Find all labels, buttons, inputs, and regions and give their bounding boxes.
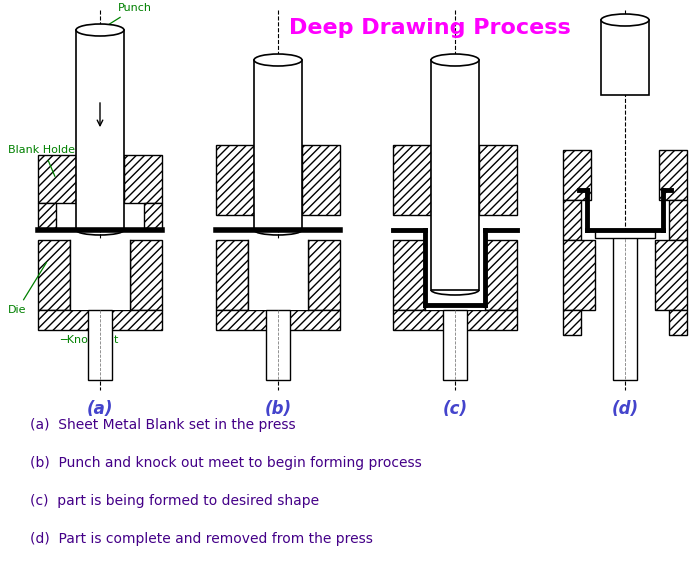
Bar bbox=[443, 310, 467, 380]
Text: (a): (a) bbox=[87, 400, 113, 418]
Bar bbox=[266, 310, 290, 380]
Text: Deep Drawing Process: Deep Drawing Process bbox=[289, 18, 571, 38]
Bar bbox=[38, 203, 56, 230]
Bar bbox=[669, 310, 687, 335]
Bar bbox=[38, 310, 162, 330]
Bar bbox=[393, 145, 431, 215]
Bar bbox=[393, 310, 517, 330]
Ellipse shape bbox=[76, 24, 124, 36]
Text: Punch: Punch bbox=[102, 3, 152, 29]
Bar bbox=[254, 60, 302, 230]
Bar bbox=[655, 240, 687, 310]
Text: ─Knockout: ─Knockout bbox=[60, 331, 118, 345]
Text: (d): (d) bbox=[611, 400, 638, 418]
Bar bbox=[669, 200, 687, 240]
Bar bbox=[393, 240, 425, 310]
Text: (b)  Punch and knock out meet to begin forming process: (b) Punch and knock out meet to begin fo… bbox=[30, 456, 421, 470]
Bar bbox=[88, 310, 112, 380]
Bar bbox=[563, 240, 595, 310]
Bar bbox=[485, 240, 517, 310]
Bar bbox=[563, 200, 581, 240]
Bar bbox=[479, 145, 517, 215]
Text: (a)  Sheet Metal Blank set in the press: (a) Sheet Metal Blank set in the press bbox=[30, 418, 295, 432]
Ellipse shape bbox=[254, 54, 302, 66]
Bar bbox=[601, 20, 649, 95]
Bar bbox=[595, 230, 655, 238]
Bar bbox=[144, 203, 162, 230]
Bar bbox=[308, 240, 340, 310]
Bar bbox=[130, 240, 162, 310]
Text: Die: Die bbox=[8, 262, 46, 315]
Bar bbox=[216, 145, 254, 215]
Text: (c): (c) bbox=[442, 400, 468, 418]
Bar bbox=[38, 155, 76, 203]
Text: (d)  Part is complete and removed from the press: (d) Part is complete and removed from th… bbox=[30, 532, 373, 546]
Ellipse shape bbox=[431, 54, 479, 66]
Bar bbox=[659, 150, 687, 200]
Bar bbox=[563, 150, 591, 200]
Bar bbox=[613, 230, 637, 380]
Text: (b): (b) bbox=[265, 400, 292, 418]
Bar bbox=[425, 240, 485, 310]
Text: (c)  part is being formed to desired shape: (c) part is being formed to desired shap… bbox=[30, 494, 319, 508]
Bar bbox=[70, 240, 130, 310]
Bar bbox=[76, 30, 124, 230]
Bar bbox=[124, 155, 162, 203]
Bar bbox=[38, 240, 70, 310]
Bar bbox=[302, 145, 340, 215]
Bar bbox=[248, 240, 308, 310]
Bar bbox=[563, 310, 581, 335]
Text: Blank Holder: Blank Holder bbox=[8, 145, 80, 176]
Bar bbox=[216, 240, 248, 310]
Bar bbox=[431, 60, 479, 290]
Ellipse shape bbox=[601, 14, 649, 26]
Bar bbox=[216, 310, 340, 330]
